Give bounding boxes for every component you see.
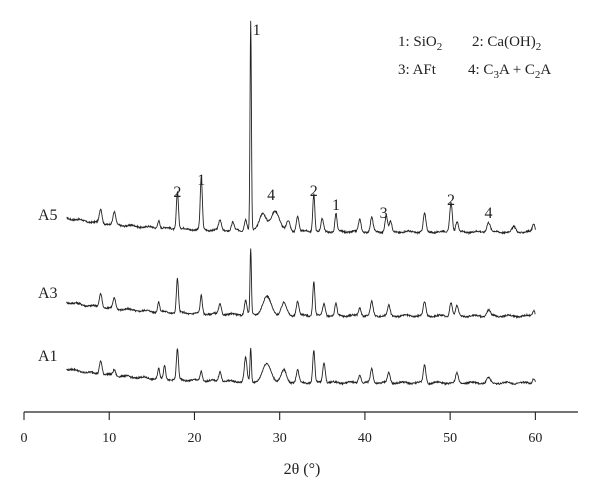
x-tick-label: 20 (187, 431, 201, 446)
legend-item-2: 2: Ca(OH)2 (472, 34, 541, 53)
x-tick-label: 40 (358, 431, 372, 446)
series-layer (66, 20, 536, 387)
x-ticks: 0 10 20 30 40 50 60 (21, 412, 542, 446)
legend-id: 4 (468, 62, 476, 78)
legend-item-1: 1: SiO2 (398, 34, 442, 53)
x-tick-label: 50 (443, 431, 457, 446)
legend-id: 2 (472, 34, 480, 50)
peak-label: 4 (485, 205, 493, 222)
legend-item-4: 4: C3A + C2A (468, 62, 551, 81)
peak-label: 1 (253, 22, 261, 39)
x-tick-label: 0 (21, 431, 28, 446)
series-line-a1 (66, 347, 536, 387)
legend-id: 3 (398, 62, 406, 78)
legend-item-3: 3: AFt (398, 62, 437, 78)
series-line-a5 (66, 20, 536, 236)
x-axis: 0 10 20 30 40 50 60 2θ (°) (21, 411, 578, 478)
peak-label: 1 (197, 172, 205, 189)
legend-label: AFt (413, 62, 437, 78)
series-label-a1: A1 (38, 348, 58, 365)
series-label-a3: A3 (38, 285, 58, 302)
legend: 1: SiO2 2: Ca(OH)2 3: AFt 4: C3A + C2A (398, 34, 551, 81)
legend-id: 1 (398, 34, 406, 50)
x-axis-title: 2θ (°) (284, 461, 321, 478)
peak-label: 1 (332, 197, 340, 214)
peak-label: 2 (447, 192, 455, 209)
x-tick-label: 30 (273, 431, 287, 446)
peak-label: 3 (380, 205, 388, 222)
peak-label: 2 (173, 184, 181, 201)
peak-label: 2 (310, 183, 318, 200)
x-tick-label: 10 (102, 431, 116, 446)
x-tick-label: 60 (528, 431, 542, 446)
peak-label: 4 (267, 187, 275, 204)
series-line-a3 (66, 248, 536, 319)
series-label-a5: A5 (38, 207, 58, 224)
series-label-layer: A5 A3 A1 (38, 207, 58, 365)
